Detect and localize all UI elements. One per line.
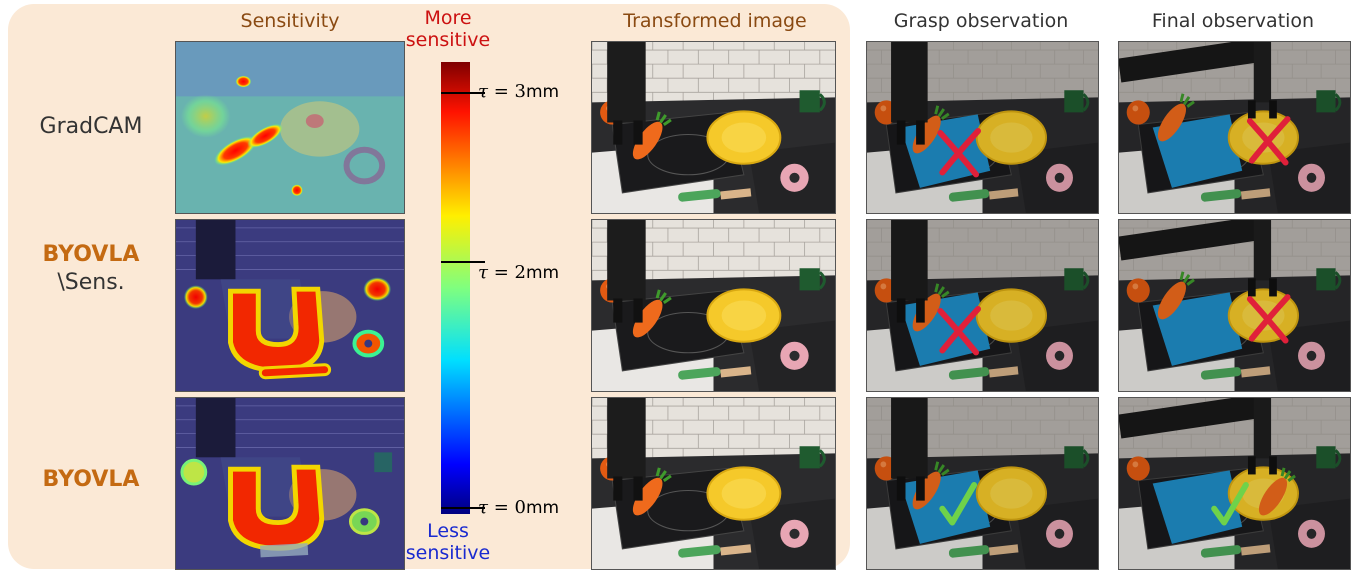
colorbar-top-label: More sensitive [398, 7, 498, 51]
final-observation-byovla-no-sens [1118, 219, 1351, 392]
colorbar-tick-label-0mm: τ = 0mm [478, 497, 559, 518]
success-check-icon [1214, 485, 1246, 523]
colorbar-tick-label-3mm: τ = 3mm [478, 81, 559, 102]
fail-cross-icon [1250, 119, 1288, 162]
fail-cross-icon [940, 309, 978, 352]
colorbar [441, 62, 470, 514]
success-check-icon [942, 485, 974, 523]
grasp-observation-gradcam [866, 41, 1099, 214]
colorbar-tick-label-2mm: τ = 2mm [478, 262, 559, 283]
transformed-image-byovla-no-sens [591, 219, 836, 392]
row-label-byovla: BYOVLA [10, 466, 172, 494]
sensitivity-image-byovla [175, 397, 405, 570]
final-observation-gradcam [1118, 41, 1351, 214]
header-final-observation: Final observation [1118, 10, 1348, 32]
grasp-observation-byovla [866, 397, 1099, 570]
sensitivity-image-gradcam [175, 41, 405, 214]
header-grasp-observation: Grasp observation [866, 10, 1096, 32]
row-label-gradcam: GradCAM [10, 113, 172, 141]
fail-cross-icon [940, 131, 978, 174]
sensitivity-image-byovla-no-sens [175, 219, 405, 392]
final-observation-byovla [1118, 397, 1351, 570]
fail-cross-icon [1250, 297, 1288, 340]
transformed-image-gradcam [591, 41, 836, 214]
row-label-byovla-no-sens: BYOVLA \Sens. [10, 241, 172, 297]
header-transformed-image: Transformed image [590, 10, 840, 32]
colorbar-bottom-label: Less sensitive [398, 520, 498, 564]
grasp-observation-byovla-no-sens [866, 219, 1099, 392]
header-sensitivity: Sensitivity [175, 10, 405, 32]
transformed-image-byovla [591, 397, 836, 570]
